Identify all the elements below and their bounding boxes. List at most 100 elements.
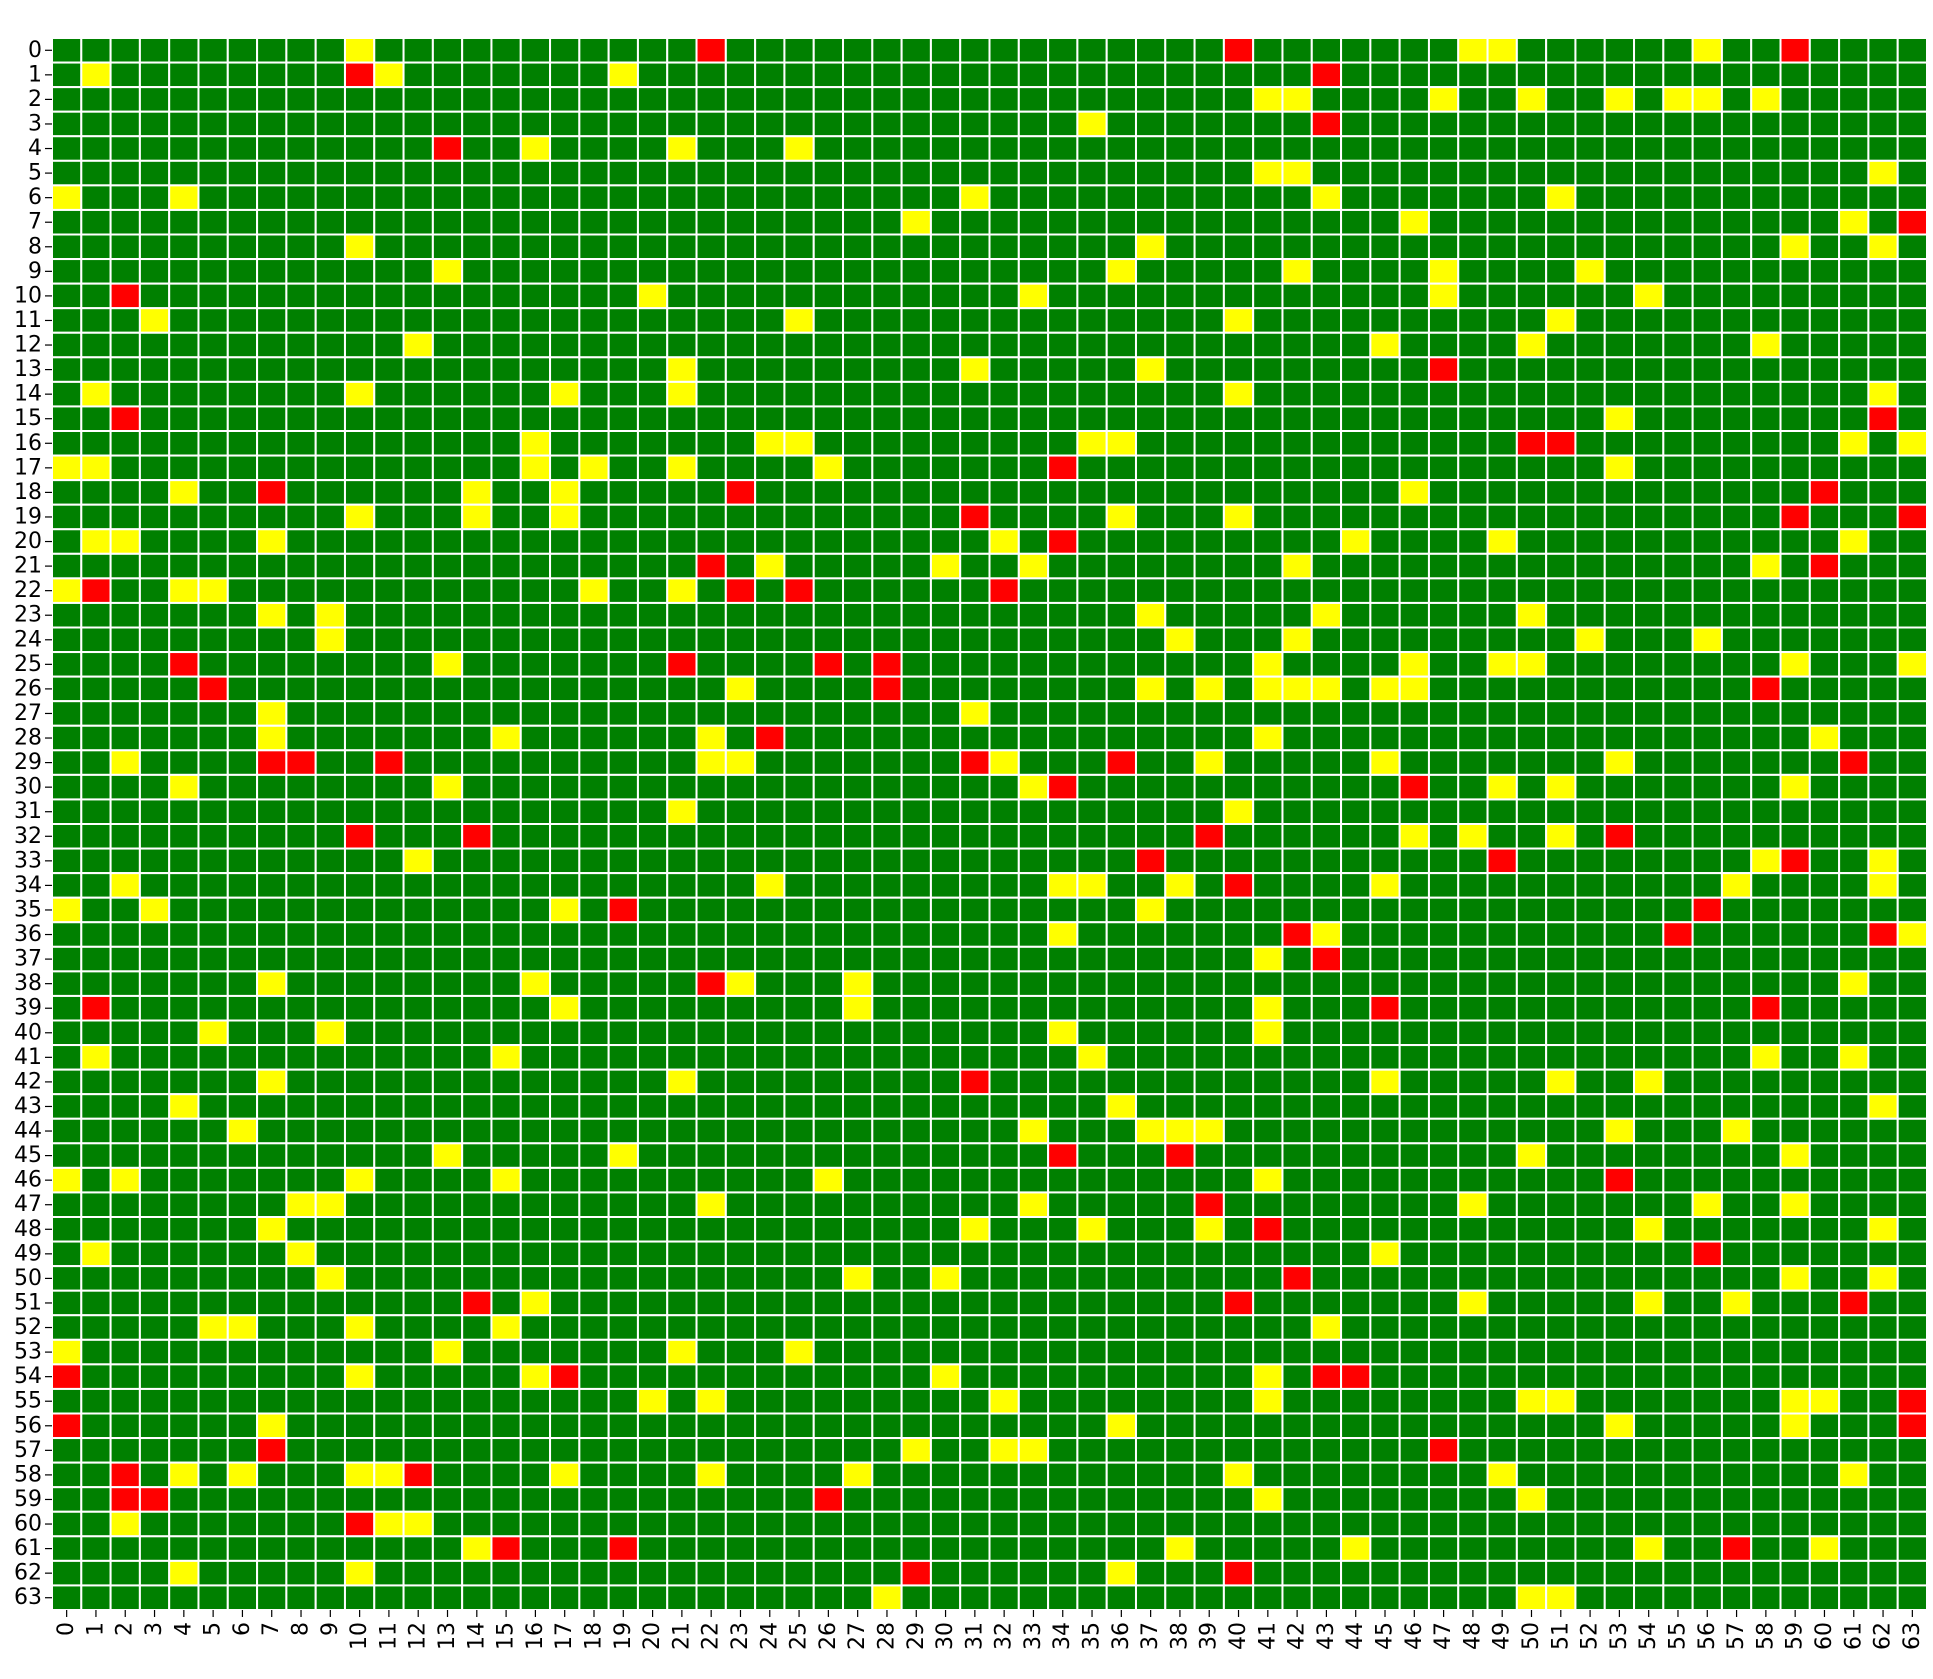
heatmap-cell	[226, 970, 259, 997]
heatmap-cell	[343, 700, 376, 727]
heatmap-cell	[1222, 1510, 1255, 1538]
heatmap-cell	[842, 233, 874, 261]
heatmap-cell	[1808, 1412, 1841, 1440]
heatmap-cell	[842, 184, 874, 211]
heatmap-cell	[1076, 1117, 1108, 1145]
heatmap-cell	[1633, 1265, 1665, 1292]
heatmap-cell	[1633, 1142, 1665, 1169]
heatmap-cell	[373, 921, 405, 948]
heatmap-cell	[754, 258, 786, 285]
heatmap-cell	[490, 577, 522, 604]
heatmap-cell	[138, 1437, 171, 1464]
heatmap-cell	[1340, 86, 1372, 113]
heatmap-cell	[636, 61, 669, 89]
heatmap-cell	[1076, 823, 1108, 850]
heatmap-cell	[1340, 1265, 1372, 1292]
heatmap-cell	[519, 1461, 552, 1489]
heatmap-cell	[695, 700, 727, 727]
heatmap-cell	[1838, 503, 1870, 531]
heatmap-cell	[783, 356, 815, 383]
heatmap-cell	[402, 1265, 434, 1292]
heatmap-cell	[842, 405, 874, 433]
heatmap-cell	[1222, 773, 1255, 801]
heatmap-cell	[1662, 86, 1694, 113]
heatmap-cell	[1222, 1314, 1255, 1341]
heatmap-cell	[607, 1289, 639, 1317]
heatmap-cell	[636, 552, 669, 580]
heatmap-cell	[1574, 552, 1606, 580]
heatmap-cell	[1662, 823, 1694, 850]
heatmap-cell	[578, 1117, 610, 1145]
heatmap-cell	[1281, 1461, 1313, 1489]
heatmap-cell	[1867, 331, 1899, 359]
heatmap-cell	[1486, 1289, 1518, 1317]
heatmap-cell	[1867, 1412, 1899, 1440]
x-tick-label: 55	[1665, 1622, 1690, 1650]
heatmap-cell	[314, 1216, 346, 1243]
heatmap-cell	[1105, 1166, 1137, 1194]
heatmap-cell	[1017, 1240, 1050, 1268]
heatmap-cell	[1838, 356, 1870, 383]
heatmap-cell	[1105, 37, 1137, 64]
heatmap-cell	[314, 872, 346, 899]
heatmap-cell	[1457, 282, 1489, 310]
heatmap-cells	[51, 37, 1928, 1611]
heatmap-cell	[1603, 749, 1636, 776]
heatmap-cell	[1867, 700, 1899, 727]
heatmap-cell	[1134, 1338, 1167, 1366]
heatmap-cell	[1720, 331, 1753, 359]
heatmap-cell	[109, 233, 141, 261]
heatmap-cell	[959, 282, 991, 310]
heatmap-cell	[519, 1437, 552, 1464]
heatmap-cell	[666, 1265, 698, 1292]
heatmap-cell	[1545, 1044, 1577, 1071]
heatmap-cell	[1867, 724, 1899, 752]
heatmap-cell	[724, 1093, 757, 1120]
heatmap-cell	[1779, 1093, 1811, 1120]
heatmap-cell	[871, 896, 903, 924]
heatmap-cell	[80, 430, 112, 457]
heatmap-cell	[1076, 1412, 1108, 1440]
heatmap-cell	[1867, 749, 1899, 776]
heatmap-cell	[1603, 1265, 1636, 1292]
heatmap-cell	[1193, 159, 1225, 187]
heatmap-cell	[1750, 405, 1782, 433]
heatmap-cell	[871, 184, 903, 211]
heatmap-cell	[1720, 1584, 1753, 1611]
heatmap-cell	[1838, 159, 1870, 187]
heatmap-cell	[51, 1265, 83, 1292]
heatmap-cell	[168, 1486, 200, 1513]
heatmap-cell	[1017, 1338, 1050, 1366]
heatmap-cell	[959, 503, 991, 531]
heatmap-cell	[871, 1044, 903, 1071]
heatmap-cell	[1398, 749, 1430, 776]
heatmap-cell	[1574, 1486, 1606, 1513]
heatmap-cell	[929, 528, 962, 555]
heatmap-cell	[1896, 454, 1928, 482]
heatmap-cell	[754, 1265, 786, 1292]
heatmap-cell	[1720, 872, 1753, 899]
heatmap-cell	[1779, 552, 1811, 580]
heatmap-cell	[256, 430, 288, 457]
heatmap-cell	[724, 651, 757, 678]
heatmap-cell	[109, 896, 141, 924]
heatmap-cell	[1310, 1387, 1343, 1415]
heatmap-cell	[51, 1289, 83, 1317]
heatmap-cell	[1047, 1363, 1079, 1390]
heatmap-cell	[519, 356, 552, 383]
heatmap-cell	[1457, 651, 1489, 678]
heatmap-cell	[1105, 1314, 1137, 1341]
heatmap-cell	[431, 1314, 464, 1341]
heatmap-cell	[1017, 184, 1050, 211]
heatmap-cell	[754, 872, 786, 899]
heatmap-cell	[1750, 233, 1782, 261]
heatmap-cell	[959, 847, 991, 875]
heatmap-cell	[226, 380, 259, 408]
heatmap-cell	[988, 601, 1020, 629]
heatmap-cell	[842, 208, 874, 236]
heatmap-cell	[168, 528, 200, 555]
heatmap-cell	[1427, 258, 1460, 285]
heatmap-cell	[1134, 110, 1167, 138]
heatmap-cell	[724, 1240, 757, 1268]
heatmap-cell	[1369, 208, 1401, 236]
